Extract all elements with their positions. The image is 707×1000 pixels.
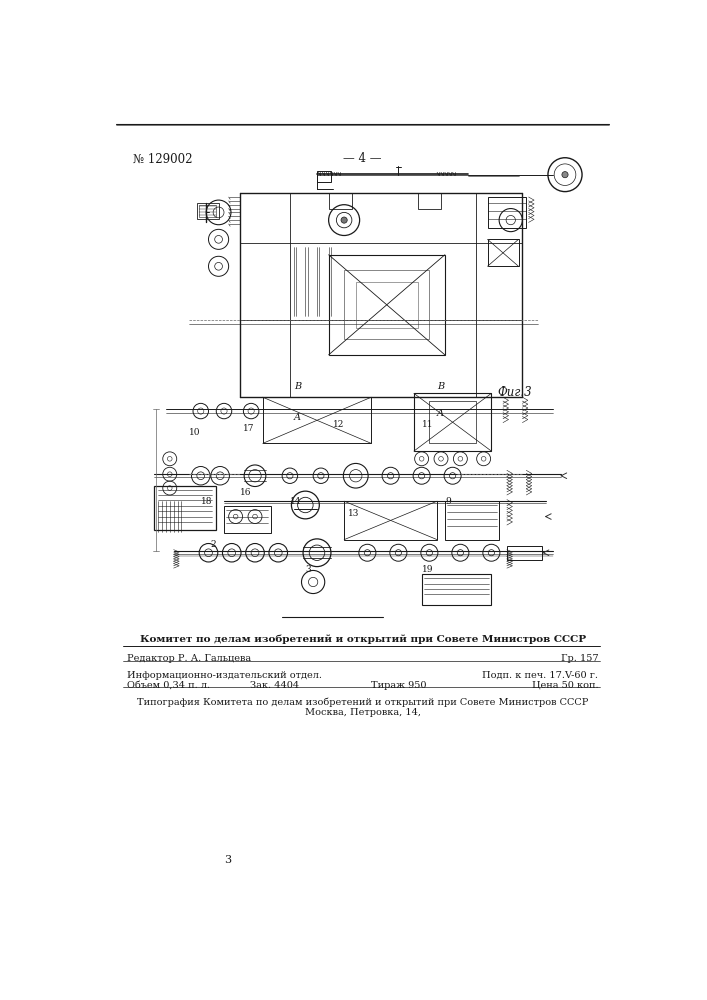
Text: № 129002: № 129002 <box>132 152 192 165</box>
Circle shape <box>562 172 568 178</box>
Text: Тираж 950: Тираж 950 <box>370 681 426 690</box>
Text: Зак. 4404: Зак. 4404 <box>250 681 299 690</box>
Text: 2: 2 <box>210 540 216 549</box>
Text: Типография Комитета по делам изобретений и открытий при Совете Министров СССР: Типография Комитета по делам изобретений… <box>137 698 588 707</box>
Bar <box>329 255 445 355</box>
Text: 11: 11 <box>421 420 433 429</box>
Bar <box>418 193 441 209</box>
Text: Объем 0,34 п. л.: Объем 0,34 п. л. <box>127 681 210 690</box>
Bar <box>197 203 218 219</box>
Circle shape <box>341 217 347 223</box>
Text: Гр. 157: Гр. 157 <box>561 654 598 663</box>
Text: Информационно-издательский отдел.: Информационно-издательский отдел. <box>127 671 322 680</box>
Text: — 4 —: — 4 — <box>344 152 382 165</box>
Text: 19: 19 <box>421 565 433 574</box>
Text: B: B <box>293 382 301 391</box>
Bar <box>356 282 418 328</box>
Bar <box>224 506 271 533</box>
Bar <box>414 393 491 451</box>
Bar <box>429 401 476 443</box>
Text: Подп. к печ. 17.V-60 г.: Подп. к печ. 17.V-60 г. <box>482 671 598 680</box>
Text: Комитет по делам изобретений и открытий при Совете Министров СССР: Комитет по делам изобретений и открытий … <box>140 634 586 644</box>
Text: Редактор Р. А. Гальцева: Редактор Р. А. Гальцева <box>127 654 251 663</box>
Text: 18: 18 <box>201 497 212 506</box>
Text: 13: 13 <box>348 509 359 518</box>
Bar <box>154 486 216 530</box>
Text: 16: 16 <box>240 488 251 497</box>
Bar <box>445 501 499 540</box>
Text: A: A <box>437 409 444 418</box>
Text: Фиг.3: Фиг.3 <box>498 386 532 399</box>
Bar <box>507 546 542 560</box>
Bar <box>329 193 352 209</box>
Text: Цена 50 коп.: Цена 50 коп. <box>532 681 598 690</box>
Text: 9: 9 <box>445 497 450 506</box>
Bar <box>488 197 526 228</box>
Text: 17: 17 <box>243 424 255 433</box>
Text: B: B <box>437 382 444 391</box>
Text: 3: 3 <box>224 855 231 865</box>
Bar <box>421 574 491 605</box>
Text: Москва, Петровка, 14,: Москва, Петровка, 14, <box>305 708 421 717</box>
Bar <box>344 270 429 339</box>
Bar <box>199 205 216 217</box>
Text: 14: 14 <box>290 497 301 506</box>
Bar <box>344 501 437 540</box>
Text: A: A <box>293 413 300 422</box>
Text: 12: 12 <box>332 420 344 429</box>
Text: 3: 3 <box>305 565 311 574</box>
Bar <box>488 239 518 266</box>
Bar <box>263 397 371 443</box>
Text: 10: 10 <box>189 428 201 437</box>
Bar <box>317 171 331 182</box>
